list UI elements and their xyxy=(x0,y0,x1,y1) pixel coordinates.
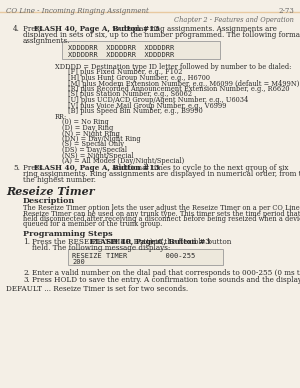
Text: XDDDD = Destination type ID letter followed by number to be dialed:: XDDDD = Destination type ID letter follo… xyxy=(55,63,291,71)
Text: DEFAULT ... Reseize Timer is set for two seconds.: DEFAULT ... Reseize Timer is set for two… xyxy=(6,285,188,293)
Text: field. The following message displays:: field. The following message displays: xyxy=(32,244,170,252)
Text: 2.: 2. xyxy=(23,269,30,277)
Text: additional times to cycle to the next group of six: additional times to cycle to the next gr… xyxy=(110,164,289,172)
Text: Press the RESEIZE TIMER Button (: Press the RESEIZE TIMER Button ( xyxy=(32,238,164,246)
Text: the highest number.: the highest number. xyxy=(23,176,96,184)
Text: to display ring assignments. Assignments are: to display ring assignments. Assignments… xyxy=(110,25,277,33)
Text: (A) = All Modes (Day/Night/Special): (A) = All Modes (Day/Night/Special) xyxy=(62,157,184,165)
Text: 4.: 4. xyxy=(13,25,20,33)
Text: (S) = Special Only: (S) = Special Only xyxy=(62,140,124,149)
Text: (0) = No Ring: (0) = No Ring xyxy=(62,118,109,126)
Text: held disconnected after receiving a disconnect before being reseized when a devi: held disconnected after receiving a disc… xyxy=(23,215,300,223)
Text: The Reseize Timer option lets the user adjust the Reseize Timer on a per CO Line: The Reseize Timer option lets the user a… xyxy=(23,204,300,212)
Text: [M] plus Modem Extension Number, e.g., M6099 (default = M499N): [M] plus Modem Extension Number, e.g., M… xyxy=(68,80,299,88)
Text: Chapter 2 - Features and Operation: Chapter 2 - Features and Operation xyxy=(174,16,294,24)
Text: RESEIZE TIMER         000-255: RESEIZE TIMER 000-255 xyxy=(72,253,195,259)
Text: Press: Press xyxy=(23,25,45,33)
Text: Enter a valid number on the dial pad that corresponds to 000-255 (0 ms to 2.55 s: Enter a valid number on the dial pad tha… xyxy=(32,269,300,277)
Text: FLASH 40, Page C, Button #3: FLASH 40, Page C, Button #3 xyxy=(90,238,210,246)
Bar xyxy=(62,41,220,59)
Text: displayed in sets of six, up to the number programmed. The following format disp: displayed in sets of six, up to the numb… xyxy=(23,31,300,39)
Text: CO Line - Incoming Ringing Assignment: CO Line - Incoming Ringing Assignment xyxy=(6,7,149,15)
Text: 3.: 3. xyxy=(23,276,30,284)
Text: (DS) = Day/Special: (DS) = Day/Special xyxy=(62,146,127,154)
Text: Reseize Timer can be used on any trunk type. This timer sets the time period tha: Reseize Timer can be used on any trunk t… xyxy=(23,210,300,218)
Text: [F] plus Fixed Number, e.g., F102: [F] plus Fixed Number, e.g., F102 xyxy=(68,69,182,76)
Text: RR:: RR: xyxy=(55,113,67,121)
Text: [S] plus Station Number, e.g., S6062: [S] plus Station Number, e.g., S6062 xyxy=(68,90,192,99)
Bar xyxy=(68,249,223,265)
Text: XDDDDRR  XDDDDRR  XDDDDRR: XDDDDRR XDDDDRR XDDDDRR xyxy=(68,52,174,58)
Text: 1.: 1. xyxy=(23,238,30,246)
Text: [R] plus Recorded Announcement Extension Number, e.g., R6620: [R] plus Recorded Announcement Extension… xyxy=(68,85,290,93)
Text: (DN) = Day/Night Ring: (DN) = Day/Night Ring xyxy=(62,135,141,143)
Text: Press: Press xyxy=(23,164,45,172)
Text: FLASH 40, Page A, Button #13: FLASH 40, Page A, Button #13 xyxy=(34,164,160,172)
Text: FLASH 40, Page A, Button #13: FLASH 40, Page A, Button #13 xyxy=(34,25,160,33)
Text: [V] plus Voice Mail Group Number, e.g., V6999: [V] plus Voice Mail Group Number, e.g., … xyxy=(68,102,226,109)
Text: Programming Steps: Programming Steps xyxy=(23,230,112,238)
Text: (NS) = Night/Special: (NS) = Night/Special xyxy=(62,151,134,159)
Text: Press HOLD to save the entry. A confirmation tone sounds and the display updates: Press HOLD to save the entry. A confirma… xyxy=(32,276,300,284)
Text: assignments.: assignments. xyxy=(23,37,70,45)
Text: queued for a member of the trunk group.: queued for a member of the trunk group. xyxy=(23,220,162,229)
Text: [B] plus Speed Bin Number, e.g., B9990: [B] plus Speed Bin Number, e.g., B9990 xyxy=(68,107,203,115)
Text: XDDDDRR  XDDDDRR  XDDDDRR: XDDDDRR XDDDDRR XDDDDRR xyxy=(68,45,174,52)
Text: Reseize Timer: Reseize Timer xyxy=(6,186,94,197)
Text: Description: Description xyxy=(23,197,75,205)
Text: 5.: 5. xyxy=(13,164,20,172)
Text: (D) = Day Ring: (D) = Day Ring xyxy=(62,124,113,132)
Text: ring assignments. Ring assignments are displayed in numerical order, from the lo: ring assignments. Ring assignments are d… xyxy=(23,170,300,178)
Text: 2-73: 2-73 xyxy=(278,7,294,15)
Text: [H] plus Hunt Group Number, e.g., H6700: [H] plus Hunt Group Number, e.g., H6700 xyxy=(68,74,210,82)
Text: [U] plus UCD/ACD Group/Agent Number, e.g., U6034: [U] plus UCD/ACD Group/Agent Number, e.g… xyxy=(68,96,248,104)
Text: 200: 200 xyxy=(72,259,85,265)
Text: ) in the flexible button: ) in the flexible button xyxy=(150,238,231,246)
Text: (N) = Night Ring: (N) = Night Ring xyxy=(62,130,120,137)
